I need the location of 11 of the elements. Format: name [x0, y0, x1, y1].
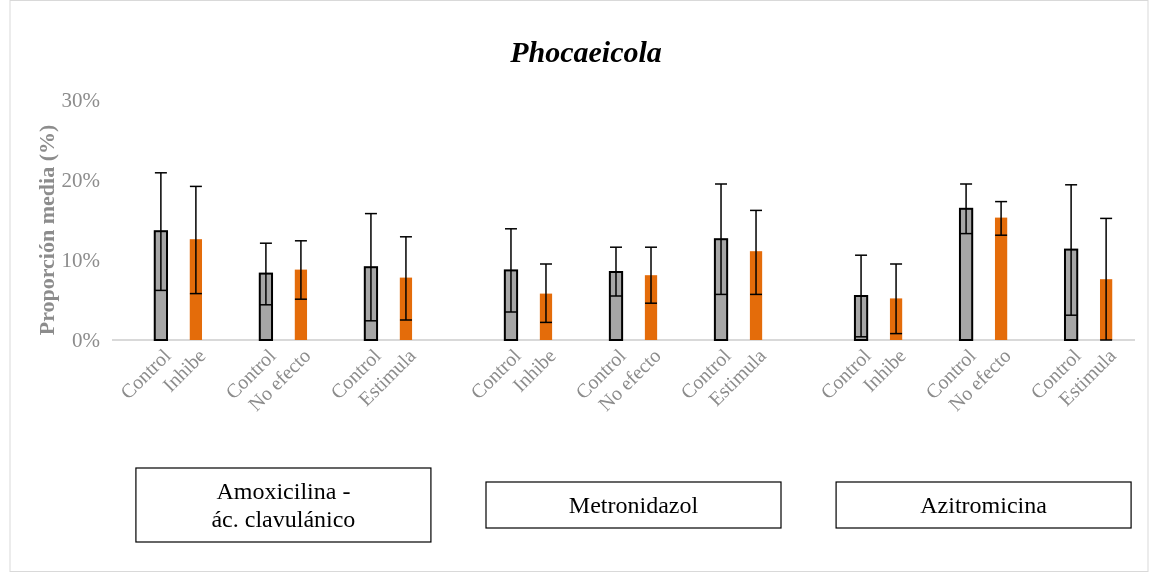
- y-tick-label: 10%: [61, 248, 100, 273]
- text: Metronidazol: [568, 492, 699, 518]
- y-tick-label: 30%: [61, 88, 100, 113]
- y-tick-label: 20%: [61, 168, 100, 193]
- bar: [994, 217, 1008, 340]
- y-axis-title: Proporción media (%): [34, 124, 59, 336]
- text: Amoxicilina - ác. clavulánico: [211, 478, 356, 532]
- text: Azitromicina: [920, 492, 1048, 518]
- chart-title: Phocaeicola: [509, 35, 662, 68]
- y-tick-label: 0%: [72, 328, 100, 353]
- bar: [294, 269, 308, 340]
